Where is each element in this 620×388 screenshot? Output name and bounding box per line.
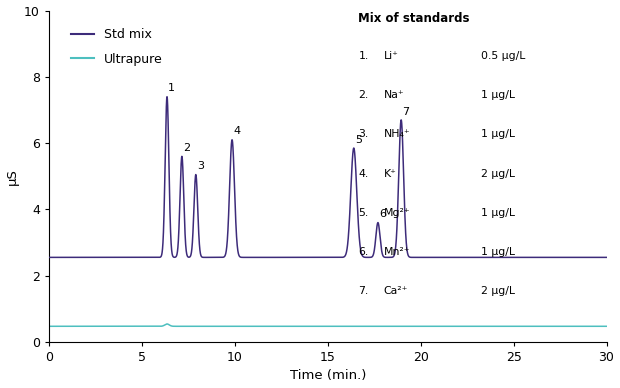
Text: 2 μg/L: 2 μg/L (481, 169, 515, 178)
X-axis label: Time (min.): Time (min.) (290, 369, 366, 383)
Text: 3.: 3. (358, 130, 369, 140)
Text: Na⁺: Na⁺ (384, 90, 404, 100)
Text: 7: 7 (402, 107, 409, 116)
Text: 5: 5 (355, 135, 361, 145)
Text: Ca²⁺: Ca²⁺ (384, 286, 408, 296)
Text: K⁺: K⁺ (384, 169, 396, 178)
Text: 0.5 μg/L: 0.5 μg/L (481, 51, 525, 61)
Text: Mix of standards: Mix of standards (358, 12, 470, 25)
Text: 1 μg/L: 1 μg/L (481, 208, 515, 218)
Text: 1 μg/L: 1 μg/L (481, 90, 515, 100)
Text: 3: 3 (197, 161, 204, 171)
Text: 2 μg/L: 2 μg/L (481, 286, 515, 296)
Y-axis label: μS: μS (6, 168, 19, 185)
Text: NH₄⁺: NH₄⁺ (384, 130, 410, 140)
Text: 2.: 2. (358, 90, 369, 100)
Text: 1 μg/L: 1 μg/L (481, 247, 515, 257)
Text: 1 μg/L: 1 μg/L (481, 130, 515, 140)
Text: 6: 6 (379, 209, 386, 219)
Text: 7.: 7. (358, 286, 369, 296)
Text: Mn²⁺: Mn²⁺ (384, 247, 410, 257)
Text: 5.: 5. (358, 208, 369, 218)
Text: 1.: 1. (358, 51, 369, 61)
Text: 6.: 6. (358, 247, 369, 257)
Text: 4: 4 (233, 126, 240, 137)
Legend: Std mix, Ultrapure: Std mix, Ultrapure (66, 23, 167, 71)
Text: 4.: 4. (358, 169, 369, 178)
Text: Mg²⁺: Mg²⁺ (384, 208, 410, 218)
Text: 1: 1 (168, 83, 175, 94)
Text: Li⁺: Li⁺ (384, 51, 399, 61)
Text: 2: 2 (183, 143, 190, 153)
